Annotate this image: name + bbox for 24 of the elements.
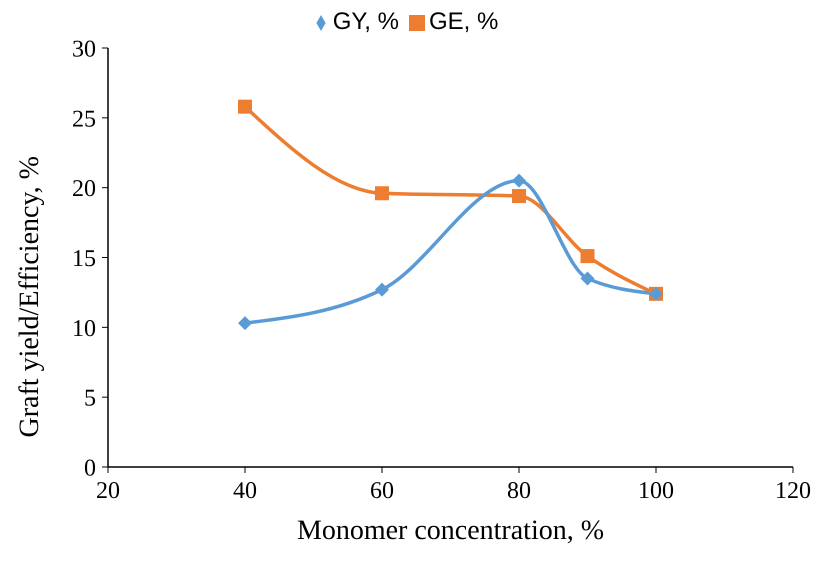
x-tick-label: 120 — [775, 478, 811, 504]
y-axis-title: Graft yield/Efficiency, % — [14, 156, 45, 438]
point — [375, 186, 389, 200]
point — [375, 282, 389, 297]
y-tick-label: 0 — [84, 456, 96, 482]
x-tick-label: 80 — [507, 478, 531, 504]
y-tick-label: 5 — [84, 386, 96, 412]
legend-label: GE, % — [428, 8, 498, 35]
legend-label: GY, % — [332, 8, 399, 35]
point — [238, 316, 252, 330]
y-tick-label: 20 — [72, 176, 96, 202]
y-tick-label: 30 — [72, 36, 96, 63]
point — [238, 100, 252, 114]
point — [580, 271, 594, 286]
point — [512, 174, 526, 188]
point — [580, 249, 594, 264]
x-tick-label: 60 — [370, 478, 394, 504]
y-tick-label: 25 — [72, 106, 96, 132]
x-axis-title: Monomer concentration, % — [296, 515, 604, 546]
x-tick-label: 100 — [638, 478, 674, 504]
point — [512, 189, 526, 204]
y-tick-label: 15 — [72, 246, 96, 272]
x-tick-label: 40 — [233, 478, 257, 504]
y-tick-label: 10 — [72, 316, 96, 342]
